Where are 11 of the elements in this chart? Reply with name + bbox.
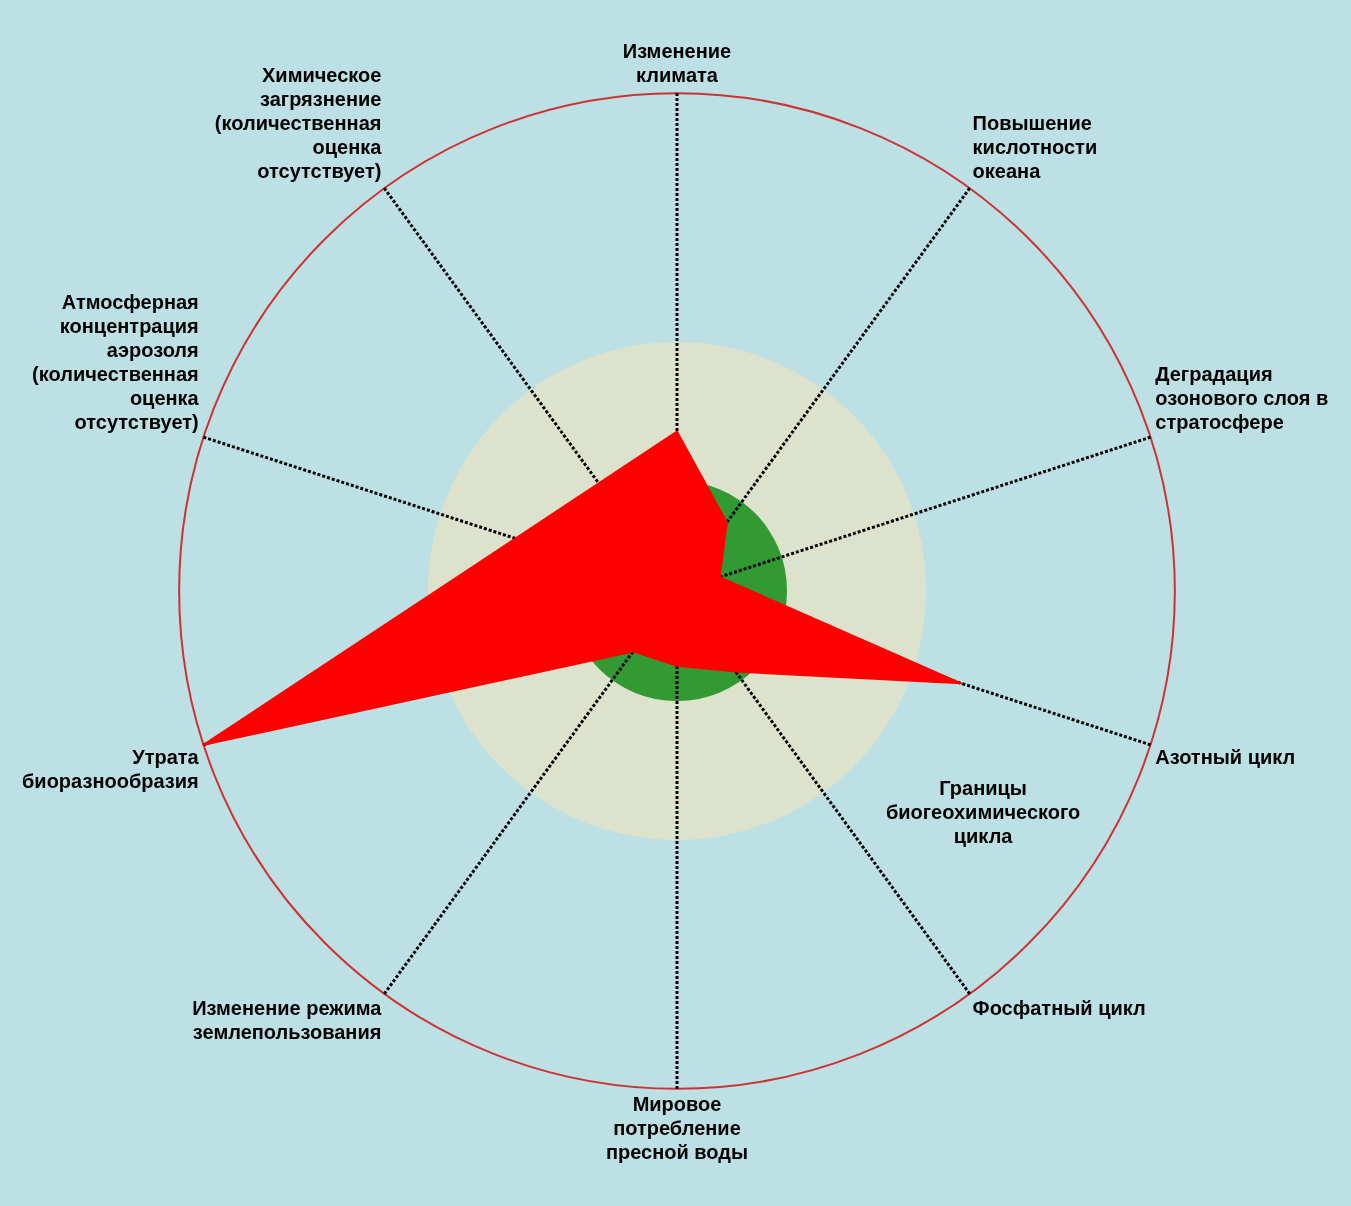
- spoke-label: Азотный цикл: [1155, 745, 1296, 768]
- spoke-label: Фосфатный цикл: [972, 997, 1146, 1020]
- spoke-label: Изменение климата: [622, 39, 732, 86]
- spoke-label: Изменение режима землепользования: [192, 997, 383, 1044]
- text: Границы биогеохимического цикла: [885, 776, 1081, 847]
- spoke-label: Утрата биоразнообразия: [22, 745, 200, 792]
- spoke-label: Химическое загрязнение (количественная оценка отсутствует): [214, 63, 383, 182]
- spoke-label: Повышение кислотности океана: [972, 111, 1098, 182]
- spoke-label: Мировое потребление пресной воды: [605, 1093, 749, 1164]
- spoke-label: Атмосферная концентрация аэрозоля (количественная оценка отсутствует): [32, 291, 200, 434]
- spoke-label: Деградация озонового слоя в стратосфере: [1155, 363, 1329, 434]
